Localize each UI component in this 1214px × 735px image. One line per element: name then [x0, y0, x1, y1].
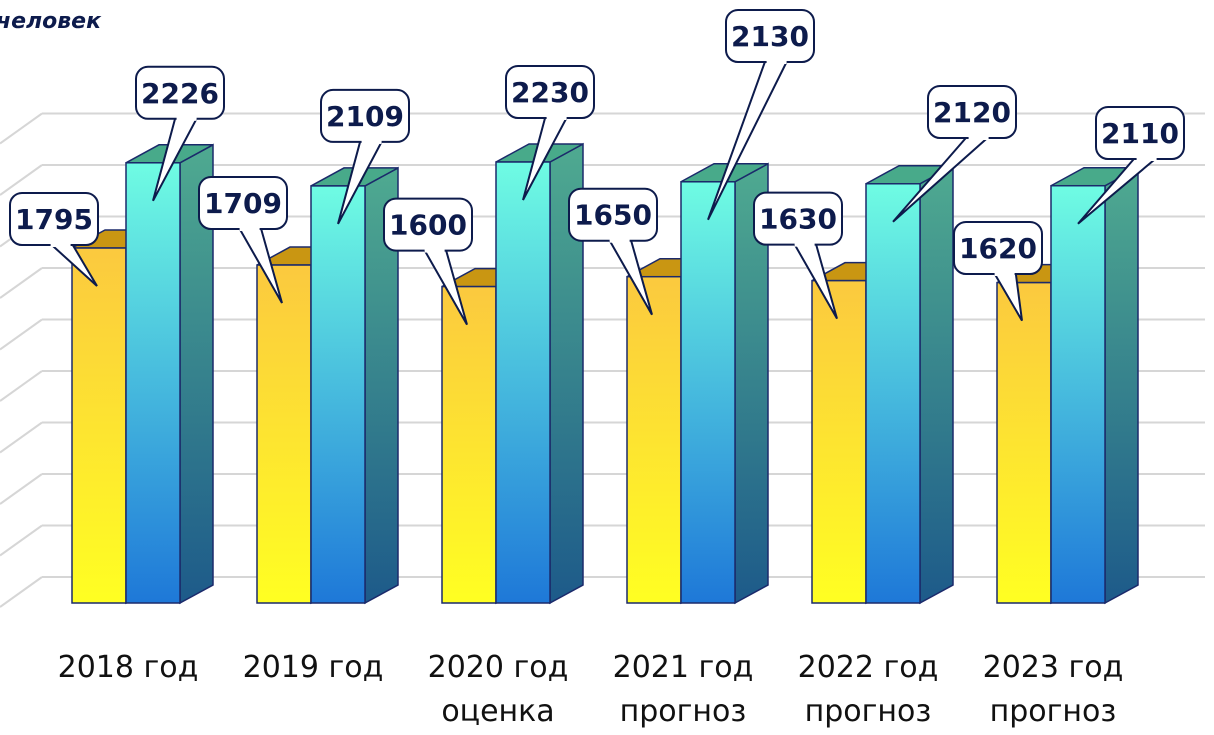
grid-line-depth — [0, 318, 43, 351]
grid-line-depth — [0, 267, 43, 299]
unit-label: человек — [0, 9, 102, 34]
data-label-pointer-mask — [766, 58, 787, 64]
bar — [441, 285, 497, 604]
data-label: 2109 — [320, 88, 410, 225]
data-label-pointer-mask — [50, 241, 71, 247]
grid-line-depth — [0, 164, 43, 196]
data-label: 1650 — [568, 187, 658, 316]
category-label-line: 2021 год — [613, 650, 754, 685]
grid-line-depth — [0, 576, 43, 608]
data-label-pointer-mask — [239, 225, 260, 232]
category-label-line: 2023 год — [983, 650, 1124, 685]
data-label-value: 2230 — [511, 76, 589, 109]
data-label-value: 2109 — [326, 100, 404, 133]
category-label: 2018 год — [58, 650, 199, 685]
data-label: 2226 — [135, 65, 225, 202]
data-label: 1630 — [753, 191, 843, 320]
data-label-value: 2130 — [731, 20, 809, 53]
category-label-line: прогноз — [805, 694, 932, 729]
data-label: 2230 — [505, 65, 595, 201]
category-label: 2019 год — [243, 650, 384, 685]
data-label-pointer-mask — [794, 240, 815, 247]
data-labels: 1795 2226 1709 2109 1600 2230 1650 2130 1630 2120… — [9, 9, 1185, 326]
data-label-value: 1795 — [15, 203, 93, 236]
category-label-line: прогноз — [620, 694, 747, 729]
data-label: 1795 — [9, 192, 99, 287]
bar — [865, 183, 921, 604]
bar — [1050, 184, 1106, 604]
bar-series-2 — [680, 162, 769, 605]
bar-series-2 — [125, 143, 214, 605]
grid-line-depth — [0, 370, 43, 402]
data-label: 1620 — [953, 221, 1043, 322]
data-label-pointer-mask — [968, 134, 989, 140]
data-label-value: 1630 — [759, 203, 837, 236]
data-label: 1709 — [198, 176, 288, 304]
data-label-value: 2120 — [933, 96, 1011, 129]
category-label: 2023 год прогноз — [983, 650, 1124, 729]
category-label-line: 2019 год — [243, 650, 384, 685]
category-labels: 2018 год 2019 год 2020 год оценка 2021 год пр… — [58, 650, 1124, 729]
data-label-pointer-mask — [176, 114, 197, 121]
category-label-line: оценка — [441, 694, 554, 729]
bar-series-2 — [1050, 166, 1139, 605]
data-label-pointer-mask — [361, 137, 382, 144]
data-label-value: 1600 — [389, 209, 467, 242]
data-label-pointer-mask — [1136, 155, 1157, 161]
bar-series-2 — [865, 164, 954, 605]
grid-line-depth — [0, 421, 43, 454]
grid-line-depth — [0, 524, 43, 557]
data-label: 2120 — [892, 85, 1017, 223]
bar — [495, 161, 551, 604]
grid-line-depth — [0, 473, 43, 505]
data-label-pointer-mask — [546, 114, 567, 120]
grid-line-depth — [0, 112, 43, 145]
bar — [680, 181, 736, 604]
data-label-pointer-mask — [994, 270, 1015, 276]
bar — [256, 264, 312, 604]
category-label: 2020 год оценка — [428, 650, 569, 729]
data-label-value: 2226 — [141, 77, 219, 110]
category-label-line: прогноз — [990, 694, 1117, 729]
bar — [626, 275, 682, 604]
category-label-line: 2020 год — [428, 650, 569, 685]
data-label: 1600 — [383, 197, 473, 326]
data-label-value: 1650 — [574, 199, 652, 232]
data-label-value: 1709 — [204, 187, 282, 220]
data-label-value: 2110 — [1101, 117, 1179, 150]
bar-side — [1104, 166, 1139, 605]
category-label: 2021 год прогноз — [613, 650, 754, 729]
data-label: 2130 — [707, 9, 815, 221]
category-label-line: 2022 год — [798, 650, 939, 685]
bar — [996, 281, 1052, 604]
data-label-pointer-mask — [609, 236, 630, 243]
bar — [811, 279, 867, 604]
bar — [71, 247, 127, 604]
data-label-pointer-mask — [424, 246, 445, 253]
bar-series-2 — [495, 142, 584, 605]
category-label: 2022 год прогноз — [798, 650, 939, 729]
bar — [310, 185, 366, 604]
bar-series-2 — [310, 166, 399, 605]
category-label-line: 2018 год — [58, 650, 199, 685]
bar — [125, 162, 181, 604]
data-label: 2110 — [1077, 106, 1185, 225]
bar-side — [919, 164, 954, 605]
data-label-value: 1620 — [959, 232, 1037, 265]
bars — [71, 142, 1139, 605]
